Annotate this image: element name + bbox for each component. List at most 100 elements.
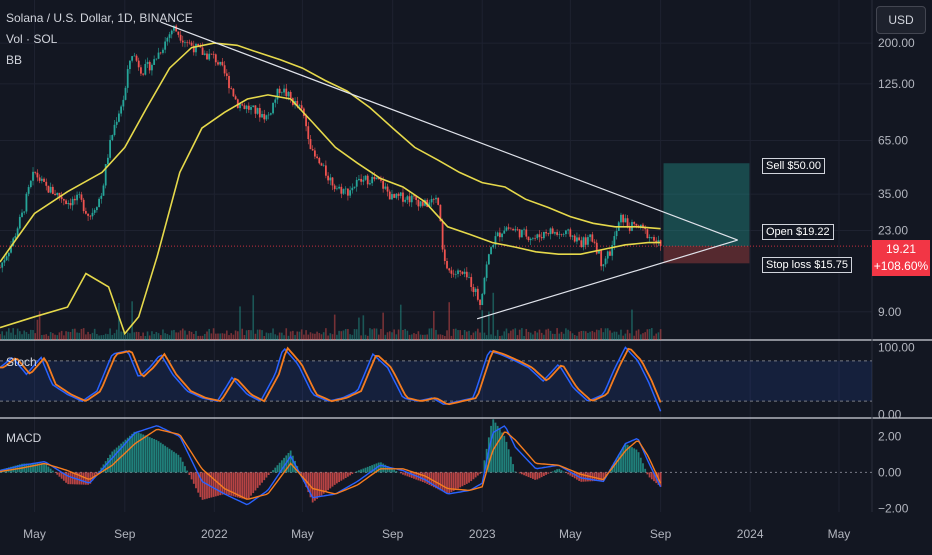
volume-bar: [292, 331, 294, 340]
candle-body: [512, 229, 514, 230]
candle-body: [290, 92, 292, 98]
volume-bar: [545, 330, 547, 340]
volume-bar: [402, 330, 404, 340]
macd-histogram-bar: [158, 441, 160, 472]
volume-bar: [451, 336, 453, 340]
macd-histogram-bar: [325, 472, 327, 492]
volume-bar: [45, 334, 47, 340]
volume-bar: [193, 334, 195, 340]
candle-body: [233, 89, 235, 96]
volume-bar: [98, 336, 100, 340]
candle-body: [479, 300, 481, 305]
candle-body: [373, 177, 375, 179]
macd-histogram-bar: [567, 472, 569, 474]
volume-bar: [34, 333, 36, 340]
volume-bar: [424, 335, 426, 340]
volume-bar: [277, 335, 279, 340]
macd-histogram-bar: [59, 472, 61, 476]
macd-histogram-bar: [241, 472, 243, 498]
volume-bar: [301, 329, 303, 340]
candle-body: [391, 194, 393, 199]
macd-histogram-bar: [422, 472, 424, 482]
volume-bar: [78, 333, 80, 340]
macd-histogram-bar: [147, 436, 149, 472]
volume-bar: [629, 333, 631, 340]
macd-histogram-bar: [164, 446, 166, 473]
candle-body: [633, 222, 635, 224]
volume-bar: [147, 331, 149, 340]
volume-bar: [169, 335, 171, 340]
volume-bar: [285, 328, 287, 340]
volume-bar: [475, 331, 477, 340]
macd-histogram-bar: [107, 458, 109, 472]
open-price-label: Open $19.22: [762, 224, 834, 240]
volume-bar: [382, 313, 384, 340]
macd-histogram-bar: [83, 472, 85, 484]
time-tick-label: May: [828, 527, 851, 541]
volume-bar: [495, 336, 497, 340]
volume-bar: [310, 332, 312, 340]
candle-body: [252, 105, 254, 107]
candle-body: [574, 236, 576, 242]
candle-body: [310, 139, 312, 149]
volume-bar: [87, 332, 89, 340]
macd-histogram-bar: [521, 472, 523, 474]
macd-histogram-bar: [188, 472, 190, 475]
volume-bar: [356, 329, 358, 340]
volume-bar: [572, 333, 574, 340]
candle-body: [191, 43, 193, 46]
candle-body: [43, 179, 45, 182]
candle-body: [514, 229, 516, 230]
volume-bar: [380, 329, 382, 340]
volume-bar: [114, 333, 116, 340]
candle-body: [318, 158, 320, 163]
volume-bar: [609, 330, 611, 340]
volume-bar: [303, 335, 305, 340]
volume-bar: [125, 335, 127, 340]
macd-histogram-bar: [151, 438, 153, 472]
candle-body: [312, 149, 314, 150]
volume-bar: [369, 328, 371, 340]
macd-histogram-bar: [131, 434, 133, 473]
candle-body: [281, 92, 283, 93]
volume-bar: [10, 333, 12, 340]
volume-bar: [244, 335, 246, 340]
macd-histogram-bar: [448, 472, 450, 493]
volume-bar: [140, 336, 142, 340]
candle-body: [365, 176, 367, 180]
macd-histogram-bar: [133, 432, 135, 473]
macd-histogram-bar: [173, 452, 175, 473]
volume-bar: [116, 330, 118, 340]
volume-bar: [334, 315, 336, 340]
candle-body: [50, 187, 52, 193]
volume-bar: [420, 335, 422, 340]
candle-body: [446, 261, 448, 268]
currency-button[interactable]: USD: [876, 6, 926, 34]
volume-bar: [554, 334, 556, 340]
volume-bar: [437, 335, 439, 340]
candle-body: [406, 196, 408, 200]
volume-bar: [85, 334, 87, 340]
volume-bar: [211, 333, 213, 340]
candle-body: [224, 65, 226, 73]
candle-body: [651, 237, 653, 238]
macd-histogram-bar: [556, 469, 558, 472]
macd-histogram-bar: [503, 436, 505, 473]
macd-histogram-bar: [182, 462, 184, 473]
volume-bar: [208, 329, 210, 340]
volume-bar: [477, 329, 479, 340]
candle-body: [325, 165, 327, 175]
volume-bar: [462, 335, 464, 340]
candle-body: [0, 268, 1, 269]
candle-body: [536, 234, 538, 238]
price-tick-label: 65.00: [878, 134, 908, 148]
volume-bar: [191, 332, 193, 340]
candle-body: [360, 179, 362, 182]
candle-body: [109, 140, 111, 158]
candle-body: [169, 34, 171, 38]
macd-histogram-bar: [510, 457, 512, 473]
macd-histogram-bar: [160, 443, 162, 473]
volume-bar: [272, 328, 274, 340]
